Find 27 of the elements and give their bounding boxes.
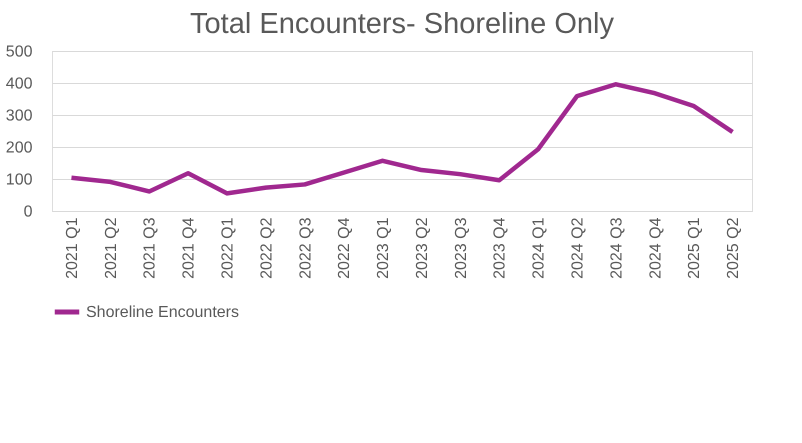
x-tick-label: 2024 Q3: [608, 217, 626, 279]
x-tick-label: 2022 Q4: [336, 217, 354, 279]
x-tick-label: 2024 Q2: [570, 217, 586, 279]
x-tick-label: 2021 Q3: [142, 217, 159, 279]
x-tick-label: 2024 Q4: [647, 217, 664, 279]
y-tick-label: 400: [6, 76, 33, 92]
y-tick-label: 300: [6, 108, 33, 124]
x-tick-label: 2023 Q4: [492, 217, 509, 279]
y-tick-label: 0: [24, 204, 33, 220]
x-tick-label: 2023 Q1: [375, 217, 392, 279]
x-tick-label: 2021 Q4: [180, 217, 198, 279]
x-tick-label: 2023 Q2: [414, 217, 431, 279]
chart-title: Total Encounters- Shoreline Only: [190, 8, 614, 40]
y-tick-label: 100: [6, 172, 33, 188]
line-series: [69, 82, 735, 196]
y-tick-label: 500: [6, 44, 33, 60]
x-tick-label: 2025 Q2: [725, 217, 742, 279]
x-tick-label: 2023 Q3: [452, 217, 470, 279]
x-tick-label: 2025 Q1: [686, 217, 704, 279]
legend-label: Shoreline Encounters: [86, 304, 239, 321]
x-tick-label: 2021 Q1: [64, 217, 81, 279]
x-tick-label: 2024 Q1: [530, 217, 548, 279]
x-tick-label: 2021 Q2: [102, 217, 120, 279]
y-tick-label: 200: [6, 140, 33, 156]
x-tick-label: 2022 Q2: [258, 217, 276, 279]
x-tick-label: 2022 Q3: [297, 217, 314, 279]
x-tick-label: 2022 Q1: [220, 217, 236, 279]
